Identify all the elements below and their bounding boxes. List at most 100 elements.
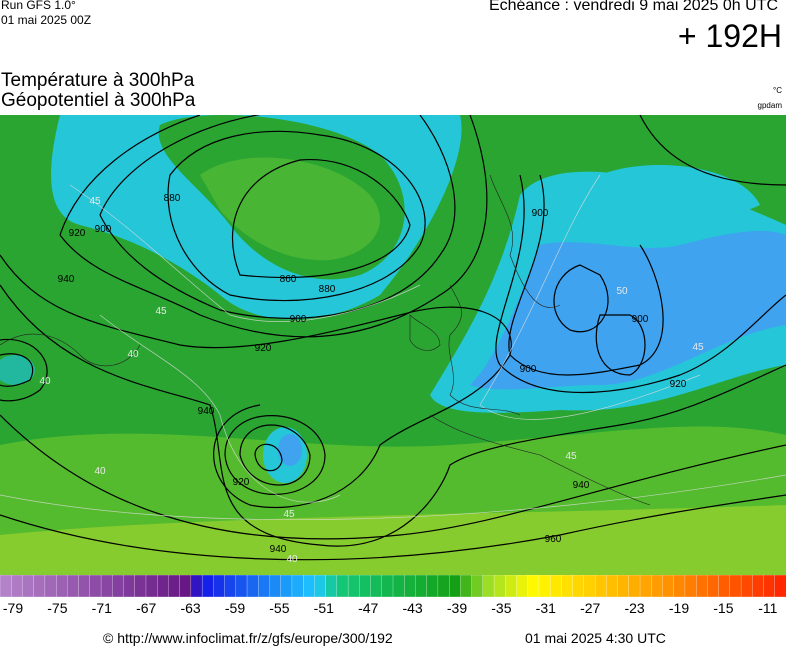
colorbar-swatch: [303, 575, 315, 598]
colorbar-swatch: [628, 575, 641, 598]
title: Géopotentiel à 300hPa: [1, 90, 196, 111]
colorbar-swatch: [684, 575, 697, 598]
colorbar-swatch: [291, 575, 304, 598]
title: Température à 300hPa: [1, 70, 195, 91]
very-cold-zone: [470, 230, 786, 390]
colorbar-swatch: [404, 575, 416, 598]
unit: gpdam: [757, 101, 782, 110]
colorbar-swatch: [190, 575, 203, 598]
colorbar-swatch: [617, 575, 630, 598]
colorbar-swatch: [359, 575, 371, 598]
geopotential-label: 880: [164, 193, 181, 204]
colorbar-swatch: [100, 575, 113, 598]
colorbar-swatch: [370, 575, 383, 598]
colorbar-label: -19: [668, 600, 690, 616]
colorbar-swatch: [314, 575, 327, 598]
colorbar-swatch: [471, 575, 484, 598]
colorbar-swatch: [44, 575, 57, 598]
colorbar-swatch: [258, 575, 270, 598]
colorbar-swatch: [134, 575, 147, 598]
colorbar-swatch: [201, 575, 214, 598]
temperature-label: 45: [692, 342, 704, 353]
colorbar-swatch: [550, 575, 562, 598]
colorbar-swatch: [11, 575, 23, 598]
colorbar-swatch: [246, 575, 259, 598]
colorbar-swatch: [572, 575, 585, 598]
colorbar-swatch: [426, 575, 439, 598]
geopotential-label: 900: [632, 314, 649, 325]
colorbar-swatch: [718, 575, 731, 598]
colorbar-swatch: [651, 575, 663, 598]
colorbar-swatch: [168, 575, 181, 598]
colorbar-swatch: [437, 575, 450, 598]
colorbar-swatch: [594, 575, 607, 598]
temperature-label: 40: [94, 466, 106, 477]
temperature-label: 45: [565, 451, 577, 462]
colorbar-swatch: [336, 575, 349, 598]
geopotential-label: 920: [69, 228, 86, 239]
colorbar-swatch: [448, 575, 461, 598]
source: © http://www.infoclimat.fr/z/gfs/europe/…: [103, 630, 393, 646]
lead-time: + 192H: [677, 18, 782, 54]
colorbar-label: -79: [2, 600, 24, 616]
run-label: Run GFS 1.0°: [1, 0, 76, 12]
colorbar-swatch: [460, 575, 473, 598]
colorbar-swatch: [606, 575, 619, 598]
very-cold-zone: [278, 434, 302, 466]
colorbar-swatch: [662, 575, 675, 598]
colorbar-label: -11: [758, 600, 778, 616]
colorbar-label: -39: [446, 600, 468, 616]
geopotential-label: 900: [290, 314, 307, 325]
warm-zone: [0, 505, 786, 575]
geopotential-label: 900: [532, 208, 549, 219]
geopotential-contours: [0, 115, 786, 561]
colorbar-swatch: [347, 575, 360, 598]
colorbar-label: -47: [358, 600, 379, 616]
colorbar-swatch: [157, 575, 169, 598]
geopotential-label: 940: [198, 406, 215, 417]
colorbar-swatch: [752, 575, 764, 598]
colorbar-swatch: [392, 575, 405, 598]
colorbar-swatch: [89, 575, 102, 598]
colorbar-swatch: [538, 575, 551, 598]
colorbar-swatch: [22, 575, 35, 598]
temperature-contours: [0, 174, 786, 521]
colorbar-swatch: [415, 575, 428, 598]
colorbar-label: -31: [535, 600, 556, 616]
colorbar-label: -27: [580, 600, 601, 616]
colorbar-swatch: [235, 575, 248, 598]
colorbar-swatch: [78, 575, 91, 598]
colorbar-swatch: [0, 575, 12, 598]
colorbar-swatch: [224, 575, 237, 598]
colorbar-label: -43: [402, 600, 423, 616]
colorbar-swatch: [325, 575, 338, 598]
colorbar-label: -75: [47, 600, 68, 616]
geopotential-label: 920: [670, 379, 687, 390]
temperature-label: 40: [286, 554, 298, 565]
valid-time: Echéance : vendredi 9 mai 2025 0h UTC: [488, 0, 778, 14]
cold-zone: [0, 355, 35, 385]
geopotential-label: 940: [573, 480, 590, 491]
generated-time: 01 mai 2025 4:30 UTC: [525, 630, 666, 646]
map: 860 880 900 920 940 920 940 960 940 900 900 900 920 9…: [0, 115, 786, 575]
colorbar-label: -55: [269, 600, 290, 616]
colorbar-swatch: [673, 575, 686, 598]
geopotential-label: 960: [545, 534, 562, 545]
colorbar: [0, 575, 786, 598]
colorbar-swatch: [561, 575, 574, 598]
geopotential-label: 920: [233, 477, 250, 488]
colorbar-swatch: [381, 575, 394, 598]
geopotential-label: 860: [280, 274, 297, 285]
greenland-zone: [200, 157, 381, 261]
colorbar-swatch: [696, 575, 708, 598]
colorbar-swatch: [527, 575, 540, 598]
colorbar-swatch: [505, 575, 517, 598]
temperature-label: 45: [283, 509, 295, 520]
colorbar-swatch: [213, 575, 226, 598]
colorbar-label: -51: [313, 600, 334, 616]
temperature-label: 45: [155, 306, 167, 317]
colorbar-swatch: [55, 575, 68, 598]
colorbar-label: -15: [713, 600, 734, 616]
colorbar-label: -71: [91, 600, 112, 616]
